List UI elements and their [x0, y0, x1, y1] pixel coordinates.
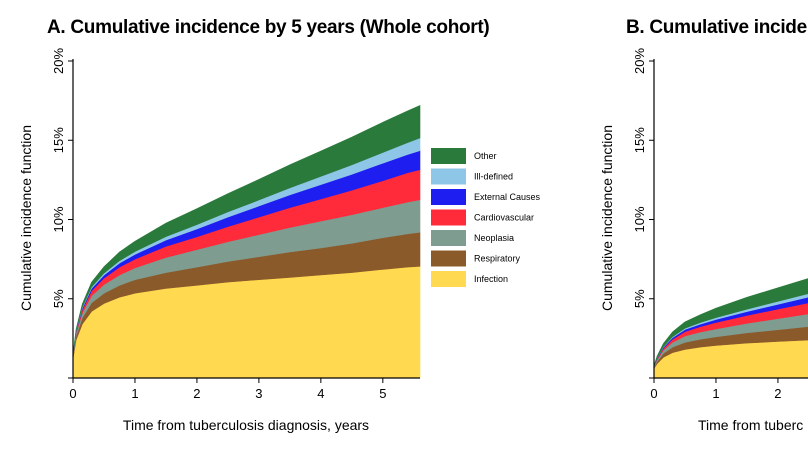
- legend-label: Respiratory: [474, 254, 521, 264]
- panel-a-xlabel: Time from tuberculosis diagnosis, years: [123, 417, 369, 433]
- panel-b-y-tick-label: 10%: [632, 206, 647, 232]
- panel-a-y-tick-label: 15%: [51, 127, 66, 153]
- legend-label: Cardiovascular: [474, 213, 534, 223]
- legend-swatch: [431, 168, 466, 185]
- panel-a-title: A. Cumulative incidence by 5 years (Whol…: [47, 17, 489, 38]
- panel-b-x-tick-label: 0: [650, 386, 657, 401]
- panel-a-ylabel: Cumulative incidence function: [18, 125, 34, 311]
- panel-b-y-tick-label: 20%: [632, 48, 647, 74]
- panel-b-ylabel: Cumulative incidence function: [599, 125, 615, 311]
- panel-b-xlabel: Time from tuberc: [698, 417, 803, 433]
- panel-a-plot: 0 1 2 3 4 5 5% 10% 15% 20%: [51, 48, 421, 401]
- panel-a-x-tick-label: 3: [255, 386, 262, 401]
- legend: Other Ill-defined External Causes Cardiovas…: [431, 148, 541, 287]
- panel-a-x-tick-label: 0: [69, 386, 76, 401]
- legend-swatch: [431, 209, 466, 226]
- legend-swatch: [431, 271, 466, 287]
- panel-a-y-tick-label: 5%: [51, 289, 66, 308]
- legend-swatch: [431, 250, 466, 267]
- panel-b-x-tick-label: 1: [712, 386, 719, 401]
- legend-label: Other: [474, 151, 497, 161]
- legend-label: Infection: [474, 274, 508, 284]
- legend-label: Ill-defined: [474, 172, 513, 182]
- panel-b-y-tick-label: 5%: [632, 289, 647, 308]
- legend-label: Neoplasia: [474, 233, 514, 243]
- panel-a-x-tick-label: 4: [317, 386, 324, 401]
- legend-swatch: [431, 230, 466, 246]
- panel-a-x-tick-label: 5: [379, 386, 386, 401]
- legend-swatch: [431, 148, 466, 164]
- panel-a-x-tick-label: 2: [193, 386, 200, 401]
- panel-a-area-other: [72, 104, 421, 356]
- panel-a-y-tick-label: 20%: [51, 48, 66, 74]
- panel-b-y-tick-label: 15%: [632, 127, 647, 153]
- panel-a-x-tick-label: 1: [131, 386, 138, 401]
- panel-b-x-tick-label: 2: [774, 386, 781, 401]
- panel-b-title: B. Cumulative incide: [626, 17, 807, 38]
- panel-b-plot: 0 1 2 5% 10% 15% 20%: [632, 48, 808, 401]
- panel-b-area-other: [653, 278, 808, 367]
- panel-a-y-tick-label: 10%: [51, 206, 66, 232]
- legend-label: External Causes: [474, 192, 541, 202]
- legend-swatch: [431, 189, 466, 205]
